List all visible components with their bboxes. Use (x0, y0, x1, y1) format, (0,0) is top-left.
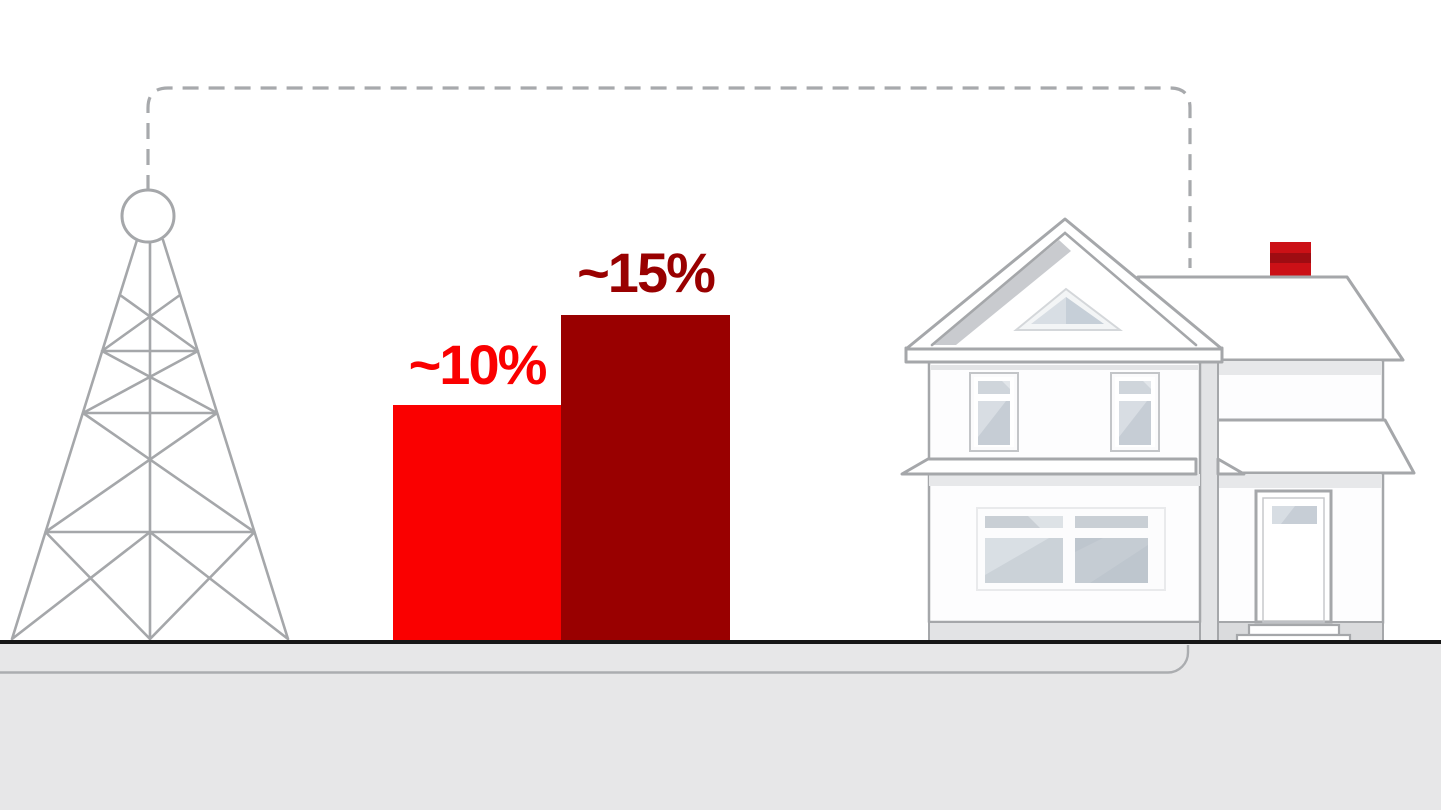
mid-trim-band-right (1216, 457, 1246, 476)
ground-area (0, 644, 1441, 810)
tower-lattice (10, 238, 290, 641)
bar-15-percent (561, 315, 730, 640)
radio-tower-icon (10, 188, 290, 641)
attic-triangle-window (1013, 287, 1123, 331)
upper-wall-shadow (1218, 362, 1381, 375)
ground-line (0, 640, 1441, 644)
eave-shadow (931, 365, 1198, 370)
bar-label-15-percent: ~15% (577, 241, 716, 304)
gable-inner-line (930, 231, 1198, 347)
lower-wall-shadow (1218, 475, 1381, 488)
dashed-signal-path-icon (146, 86, 1192, 268)
front-door (1254, 489, 1333, 624)
bar-label-10-percent: ~10% (408, 333, 548, 396)
house-icon (900, 217, 1416, 645)
tower-beacon-icon (120, 188, 176, 244)
house-base-strip (928, 621, 1201, 642)
awning-roof (1198, 418, 1416, 475)
roof-shading (932, 240, 1071, 345)
red-chimney-icon (1270, 242, 1311, 278)
mid-trim-band (900, 457, 1198, 476)
second-floor-window-right (1110, 372, 1160, 452)
trim-shadow (929, 474, 1200, 486)
first-floor-window (976, 507, 1166, 591)
second-floor-window-left (969, 372, 1019, 452)
bar-10-percent (393, 405, 561, 640)
curb-line (0, 645, 1190, 674)
